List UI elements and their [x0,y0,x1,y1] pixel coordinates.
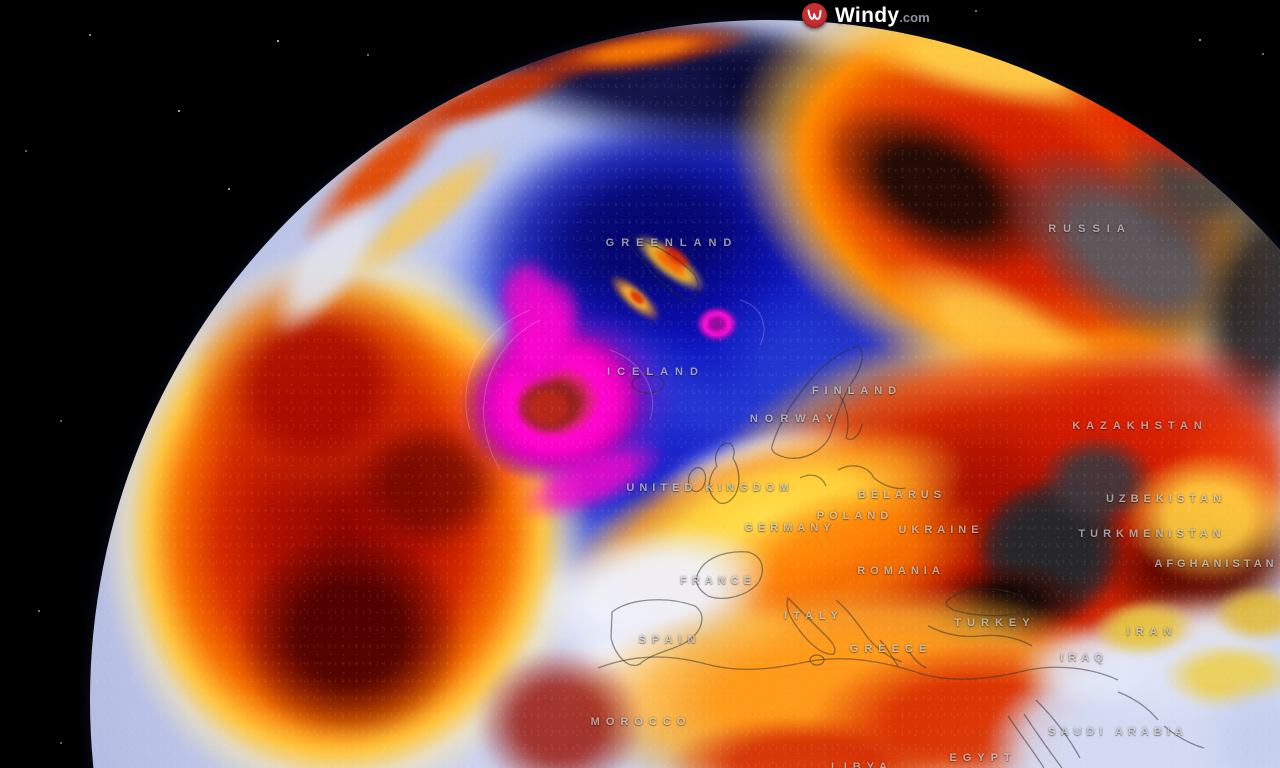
country-label-poland: POLAND [816,510,894,522]
windy-logo[interactable]: Windy .com [802,3,930,28]
country-label-saudi-arabia: SAUDI ARABIA [1048,726,1188,738]
brand-name: Windy [835,3,900,27]
globe-map[interactable]: GREENLAND ICELAND NORWAY FINLAND RUSSIA KAZAK… [90,20,1280,768]
country-label-romania: ROMANIA [857,565,945,577]
country-labels-layer: GREENLAND ICELAND NORWAY FINLAND RUSSIA KAZAK… [90,20,1280,768]
country-label-libya: LIBYA [831,761,893,768]
country-label-norway: NORWAY [749,413,841,425]
country-label-russia: RUSSIA [1048,223,1132,235]
country-label-greece: GREECE [849,643,933,655]
country-label-iceland: ICELAND [607,366,705,378]
windy-logo-text: Windy .com [835,4,930,28]
country-label-turkey: TURKEY [954,617,1036,629]
country-label-finland: FINLAND [811,385,903,397]
country-label-iran: IRAN [1126,626,1178,638]
windy-logo-icon [802,3,827,28]
country-label-italy: ITALY [784,610,844,622]
country-label-egypt: EGYPT [949,752,1017,764]
country-label-greenland: GREENLAND [605,237,739,249]
heatmap-field: GREENLAND ICELAND NORWAY FINLAND RUSSIA KAZAK… [90,20,1280,768]
star-field [0,0,2,2]
country-label-belarus: BELARUS [857,489,947,501]
country-label-morocco: MOROCCO [590,716,692,728]
country-label-united-kingdom: UNITED KINGDOM [626,482,794,494]
country-label-spain: SPAIN [638,634,702,646]
country-label-ukraine: UKRAINE [898,524,984,536]
brand-suffix: .com [899,9,930,25]
country-label-uzbekistan: UZBEKISTAN [1105,493,1227,505]
country-label-iraq: IRAQ [1060,652,1108,664]
country-label-afghanistan: AFGHANISTAN [1154,558,1278,570]
country-label-turkmenistan: TURKMENISTAN [1078,528,1226,540]
country-label-germany: GERMANY [744,522,836,534]
country-label-kazakhstan: KAZAKHSTAN [1072,420,1208,432]
country-label-france: FRANCE [680,575,756,587]
